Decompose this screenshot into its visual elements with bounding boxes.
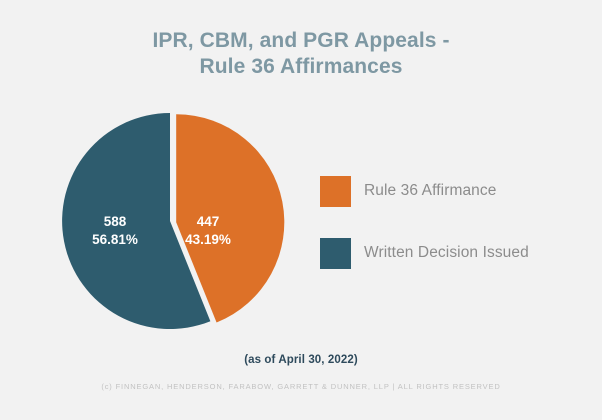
legend-label-written-decision-issued: Written Decision Issued: [364, 244, 529, 261]
legend-swatch-icon-written-decision-issued: [320, 237, 351, 269]
pie-slice-written-decision-issued[interactable]: [62, 113, 211, 329]
page-title-line-2: Rule 36 Affirmances: [199, 55, 403, 78]
pie-label-rule36-value: 447: [197, 214, 220, 229]
pie-label-rule36-percent: 43.19%: [185, 232, 231, 247]
legend-item-rule-36-affirmance[interactable]: Rule 36 Affirmance: [320, 160, 582, 222]
page-title-line-1: IPR, CBM, and PGR Appeals -: [152, 29, 450, 52]
legend-swatch-icon-rule-36-affirmance: [320, 175, 351, 207]
pie-slice-rule-36-affirmance[interactable]: [176, 114, 285, 323]
legend-item-written-decision-issued[interactable]: Written Decision Issued: [320, 222, 582, 284]
pie-chart: 588 56.81% 447 43.19%: [52, 103, 290, 341]
pie-label-written-percent: 56.81%: [92, 232, 138, 247]
as-of-date-note: (as of April 30, 2022): [244, 354, 358, 366]
legend-label-rule-36-affirmance: Rule 36 Affirmance: [364, 182, 497, 199]
page-title: IPR, CBM, and PGR Appeals - Rule 36 Affi…: [0, 28, 602, 80]
chart-legend: Rule 36 Affirmance Written Decision Issu…: [320, 160, 582, 284]
pie-label-written-value: 588: [104, 214, 127, 229]
copyright-notice: (c) FINNEGAN, HENDERSON, FARABOW, GARRET…: [101, 382, 501, 391]
pie-chart-svg: 588 56.81% 447 43.19%: [62, 113, 285, 329]
